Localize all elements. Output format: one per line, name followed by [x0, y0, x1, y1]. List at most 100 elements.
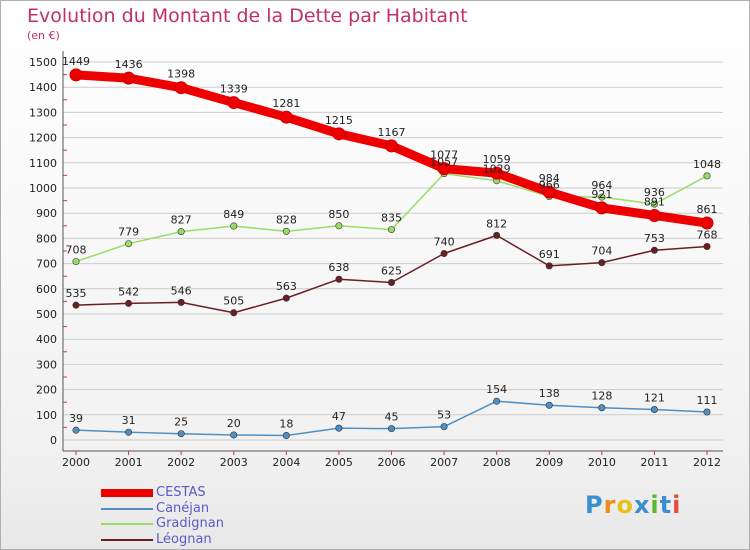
data-point [542, 185, 556, 199]
data-point [122, 71, 136, 85]
data-point [177, 430, 185, 438]
data-point [332, 127, 346, 141]
y-tick-label: 1300 [29, 106, 57, 119]
data-label: 740 [434, 236, 455, 249]
y-axis-ticks: 0 100 200 300 400 500 600 700 800 900 1000 1100 1200… [29, 56, 67, 447]
data-point [282, 294, 290, 302]
data-point [440, 250, 448, 258]
data-point [230, 431, 238, 439]
data-label: 25 [174, 416, 188, 429]
y-tick-label: 900 [36, 207, 57, 220]
data-point [72, 258, 80, 266]
data-label: 861 [697, 203, 718, 216]
series-group [69, 68, 714, 439]
data-point [282, 227, 290, 235]
proxiti-logo: Proxiti [585, 491, 681, 519]
y-tick-label: 100 [36, 409, 57, 422]
logo-letter: r [603, 491, 617, 519]
data-point [703, 172, 711, 180]
data-label: 1029 [483, 163, 511, 176]
legend-swatch [101, 538, 153, 541]
y-tick-label: 700 [36, 258, 57, 271]
data-label: 53 [437, 409, 451, 422]
data-point [335, 424, 343, 432]
data-point [230, 222, 238, 230]
data-point [490, 166, 504, 180]
data-label: 535 [66, 287, 87, 300]
data-label: 850 [328, 208, 349, 221]
x-tick-label: 2004 [272, 456, 300, 469]
data-label: 779 [118, 226, 139, 239]
data-point [125, 428, 133, 436]
data-point [650, 406, 658, 414]
data-label: 1281 [272, 97, 300, 110]
data-point [700, 216, 714, 230]
y-tick-label: 1200 [29, 132, 57, 145]
y-tick-label: 400 [36, 333, 57, 346]
data-label: 921 [591, 188, 612, 201]
data-label: 1449 [62, 55, 90, 68]
data-label: 984 [539, 172, 560, 185]
data-label: 768 [697, 228, 718, 241]
data-point [72, 301, 80, 309]
data-label: 20 [227, 417, 241, 430]
data-label: 1077 [430, 149, 458, 162]
data-label: 835 [381, 212, 402, 225]
data-label: 18 [279, 417, 293, 430]
data-label: 1339 [220, 83, 248, 96]
data-point [72, 426, 80, 434]
data-label: 625 [381, 265, 402, 278]
x-tick-label: 2003 [220, 456, 248, 469]
y-tick-label: 1000 [29, 182, 57, 195]
data-label: 154 [486, 383, 507, 396]
data-label: 753 [644, 232, 665, 245]
y-tick-label: 1400 [29, 81, 57, 94]
data-point [440, 423, 448, 431]
data-point [282, 431, 290, 439]
x-tick-label: 2009 [535, 456, 563, 469]
y-tick-label: 300 [36, 358, 57, 371]
data-point [385, 139, 398, 153]
data-label: 827 [171, 214, 192, 227]
x-tick-label: 2005 [325, 456, 353, 469]
x-tick-label: 2007 [430, 456, 458, 469]
data-label: 891 [644, 195, 665, 208]
y-tick-label: 0 [50, 434, 57, 447]
data-label: 708 [66, 244, 87, 257]
x-tick-label: 2010 [588, 456, 616, 469]
x-tick-label: 2000 [62, 456, 90, 469]
data-label: 47 [332, 410, 346, 423]
x-axis-ticks: 2000 2001 2002 2003 2004 2005 2006 2007 2008 2009… [62, 451, 721, 469]
data-label: 138 [539, 387, 560, 400]
logo-letter: P [585, 491, 604, 519]
data-label: 1436 [115, 58, 143, 71]
data-label: 964 [591, 179, 612, 192]
data-label: 966 [539, 179, 560, 192]
y-tick-label: 600 [36, 283, 57, 296]
data-label: 546 [171, 284, 192, 297]
logo-letter: o [616, 491, 634, 519]
data-point [177, 228, 185, 236]
data-point [703, 408, 711, 416]
logo-letter: x [633, 491, 651, 519]
legend-label: Léognan [156, 531, 212, 547]
chart-unit: (en €) [27, 29, 60, 42]
data-label: 563 [276, 280, 297, 293]
legend-swatch [101, 507, 153, 510]
data-label: 704 [591, 245, 612, 258]
legend-label: CESTAS [156, 485, 206, 500]
data-point [125, 299, 133, 307]
x-tick-label: 2006 [378, 456, 406, 469]
legend-swatch [101, 523, 153, 525]
data-point [598, 259, 606, 267]
data-point [650, 246, 658, 254]
data-label: 542 [118, 285, 139, 298]
data-point [335, 222, 343, 230]
y-tick-label: 1100 [29, 157, 57, 170]
data-point [230, 309, 238, 317]
data-point [279, 110, 293, 124]
data-point [595, 201, 609, 215]
data-point [598, 193, 606, 201]
data-label: 849 [223, 208, 244, 221]
